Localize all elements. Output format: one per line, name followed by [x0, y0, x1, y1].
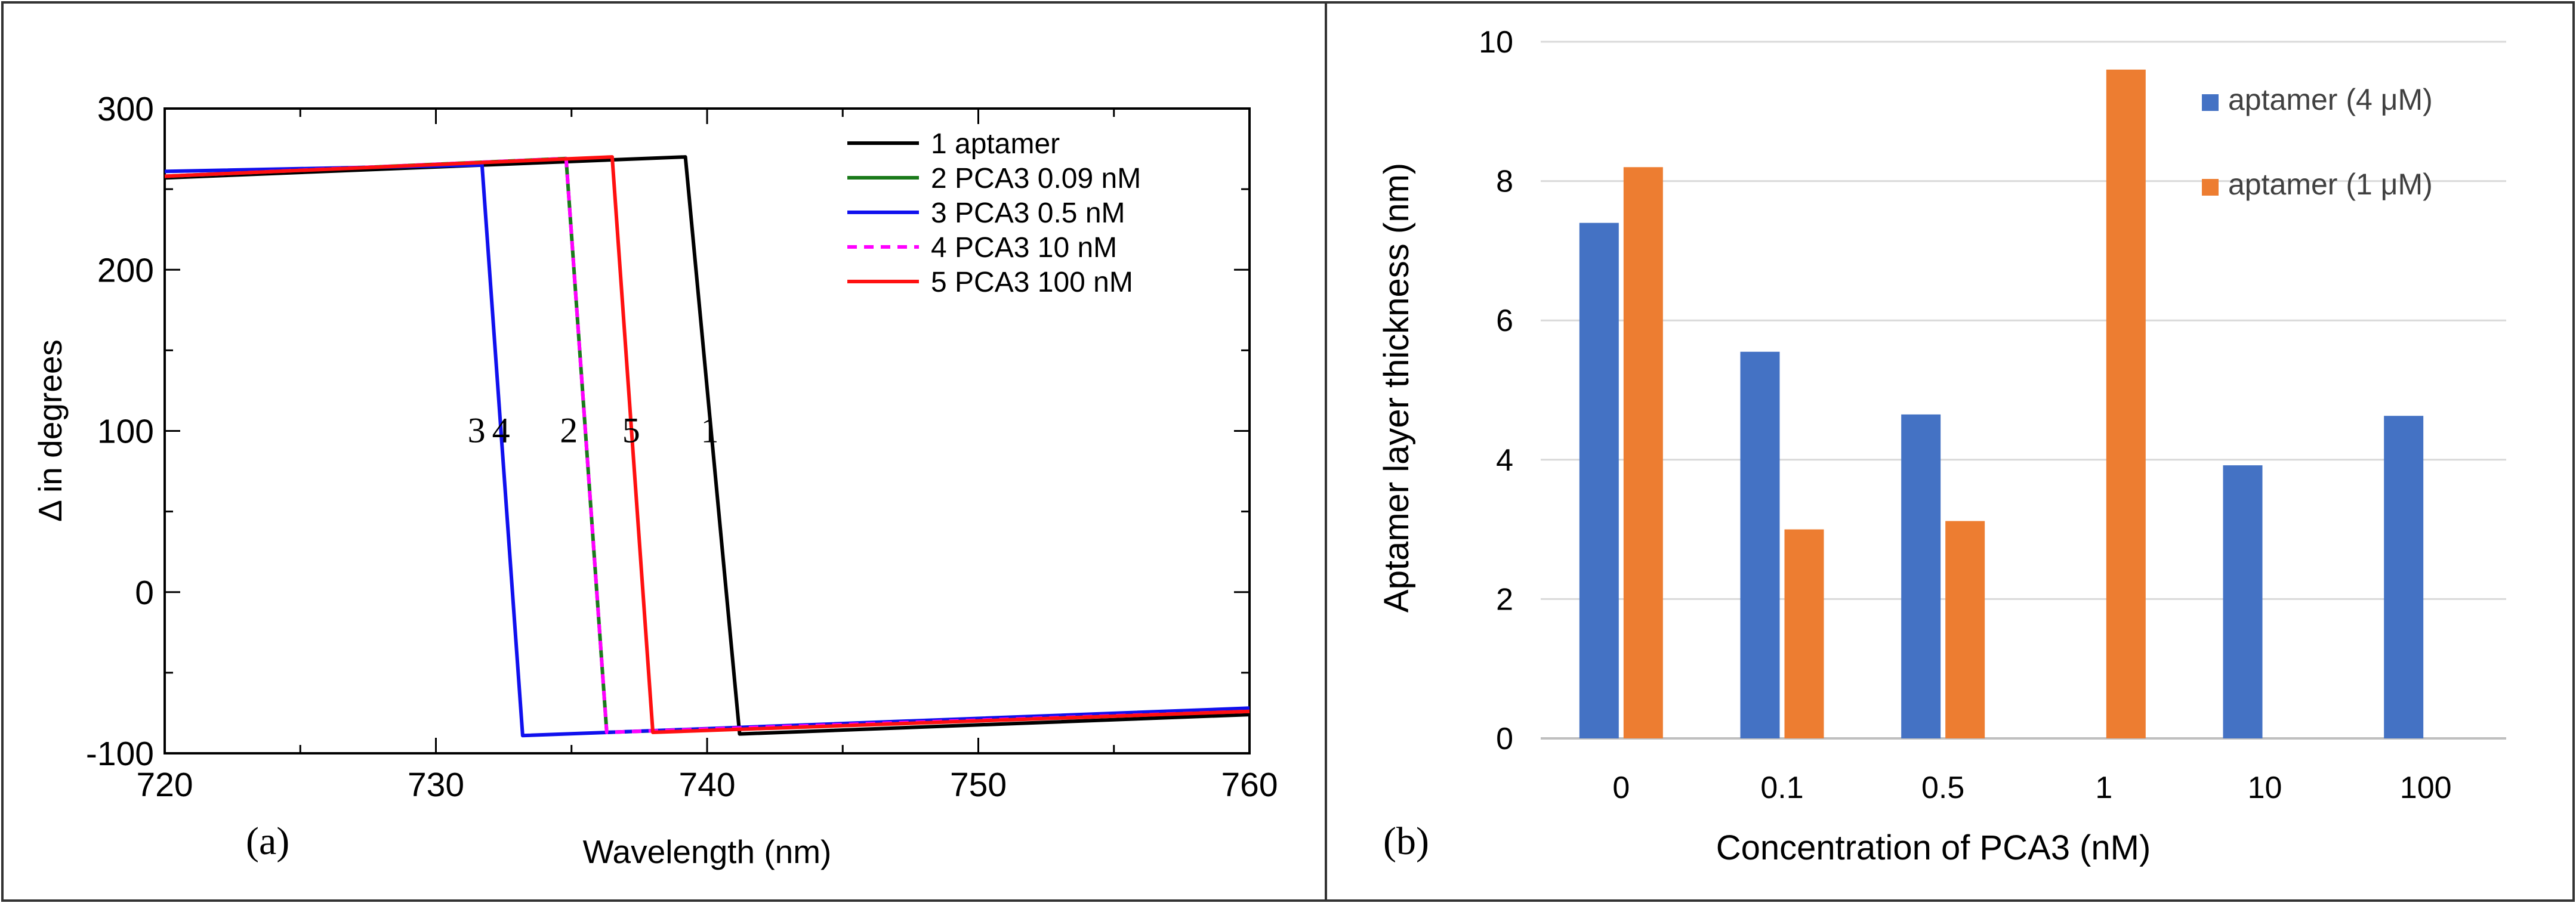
panel-b-bars	[1579, 69, 2424, 739]
panel-b-x-tick-label: 0	[1612, 771, 1630, 805]
panel-a-curve-label: 5	[622, 410, 640, 450]
panel-a-curve-label: 4	[492, 410, 510, 450]
panel-b-bar-series2	[1784, 529, 1824, 738]
panel-a-legend-label: 2 PCA3 0.09 nM	[931, 163, 1141, 194]
panel-a-y-axis-label: Δ in degrees	[32, 339, 69, 522]
panel-a-series-group	[164, 155, 1250, 738]
panel-b-x-axis-label: Concentration of PCA3 (nM)	[1716, 828, 2151, 867]
panel-b-bar-series1	[1901, 414, 1941, 738]
panel-b-y-tick-label: 4	[1496, 443, 1513, 478]
panel-a-legend-label: 1 aptamer	[931, 128, 1060, 160]
panel-a-legend-label: 4 PCA3 10 nM	[931, 232, 1117, 264]
panel-b-bar-series1	[1579, 222, 1619, 738]
panel-a-x-tick-label: 740	[678, 766, 735, 804]
panel-b-gridlines	[1541, 41, 2506, 740]
panel-a-label: (a)	[246, 819, 289, 863]
panel-b-label: (b)	[1383, 819, 1429, 863]
panel-b-x-tick-label: 10	[2248, 771, 2282, 805]
panel-b-legend-swatch	[2202, 94, 2219, 111]
panel-b-bar-series2	[2106, 69, 2146, 739]
panel-b-bar-series2	[1623, 167, 1663, 738]
panel-a-legend-label: 5 PCA3 100 nM	[931, 267, 1133, 298]
panel-a-x-tick-label: 720	[136, 766, 193, 804]
panel-b-x-tick-label: 0.5	[1921, 771, 1964, 805]
panel-a-curve-label: 2	[560, 410, 578, 450]
panel-a-x-tick-label: 750	[950, 766, 1007, 804]
panel-a-curve-label: 3	[468, 410, 486, 450]
panel-a-series-line-5	[164, 155, 1250, 734]
panel-a-y-tick-label: 100	[97, 413, 154, 451]
panel-a-curve-label: 1	[701, 410, 719, 450]
panel-b-x-tick-label: 0.1	[1760, 771, 1803, 805]
panel-b-y-axis-label: Aptamer layer thickness (nm)	[1377, 163, 1416, 613]
panel-a-x-tick-label: 760	[1221, 766, 1278, 804]
panel-b-bar-series2	[1945, 521, 1985, 738]
panel-b-bar-series1	[2384, 416, 2424, 738]
panel-a-y-tick-label: 200	[97, 251, 154, 289]
panel-b-legend-label: aptamer (4 μM)	[2228, 83, 2433, 116]
panel-a-x-axis-label: Wavelength (nm)	[583, 833, 832, 870]
panel-b-legend-label: aptamer (1 μM)	[2228, 168, 2433, 201]
panel-b-y-tick-label: 2	[1496, 582, 1513, 617]
panel-a-x-tick-label: 730	[408, 766, 464, 804]
panel-b-y-tick-label: 0	[1496, 722, 1513, 756]
panel-b-x-tick-label: 1	[2095, 771, 2112, 805]
panel-a-y-tick-label: -100	[86, 735, 154, 773]
panel-b-y-tick-label: 8	[1496, 165, 1513, 199]
panel-b-bar-series1	[2223, 465, 2263, 738]
panel-b-legend: aptamer (4 μM) aptamer (1 μM)	[2202, 83, 2433, 201]
panel-b-y-tick-label: 10	[1479, 25, 1513, 60]
panel-a-y-tick-label: 0	[135, 574, 154, 612]
panel-a-y-tick-label: 300	[97, 90, 154, 128]
panel-a-axes-ticks: 720 730 740 750 760 -100 0 100 200 300	[86, 90, 1278, 804]
panel-a-legend-label: 3 PCA3 0.5 nM	[931, 197, 1125, 229]
panel-b-y-tick-label: 6	[1496, 304, 1513, 338]
panel-b-bar-series1	[1740, 351, 1780, 738]
panel-b-legend-swatch	[2202, 179, 2219, 196]
panel-b-x-tick-label: 100	[2400, 771, 2452, 805]
